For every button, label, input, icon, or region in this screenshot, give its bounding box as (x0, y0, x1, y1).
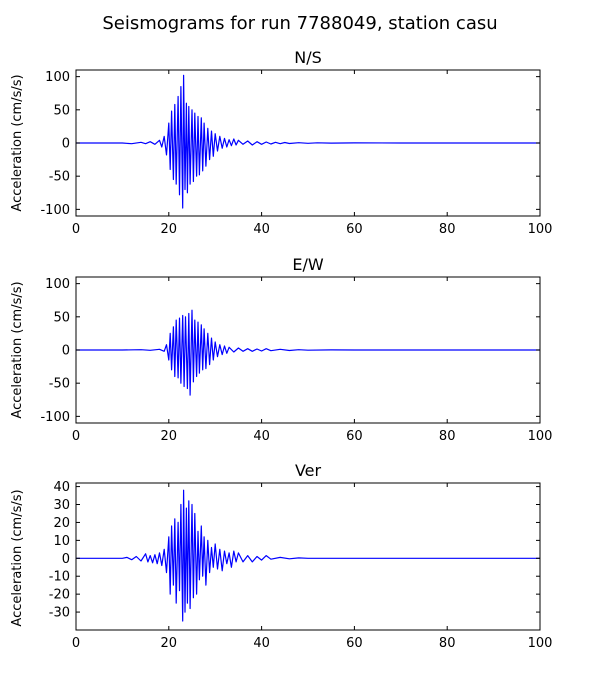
x-tick-label-ew: 0 (72, 429, 80, 444)
x-tick-label-ew: 20 (161, 429, 178, 444)
y-axis-label-ew: Acceleration (cm/s/s) (10, 281, 25, 418)
y-tick-label-ew: 0 (62, 344, 70, 359)
y-tick-label-ns: 100 (45, 70, 70, 85)
panel-ew: E/W Acceleration (cm/s/s) 0 20 40 60 80 100 100 5… (10, 255, 552, 444)
x-tick-label-ew: 60 (346, 429, 363, 444)
series-line-ver (76, 489, 540, 622)
y-tick-label-ver: 10 (53, 534, 70, 549)
x-tick-label-ver: 100 (528, 636, 553, 651)
axes-frame-ver (75, 482, 541, 631)
y-tick-label-ver: -30 (49, 606, 70, 621)
y-tick-label-ew: 100 (45, 277, 70, 292)
y-tick-label-ver: -20 (49, 588, 70, 603)
x-tick-label-ns: 60 (346, 222, 363, 237)
panel-ns: N/S Acceleration (cm/s/s) 0 20 40 60 80 100 100 5… (10, 48, 552, 237)
x-tick-label-ver: 60 (346, 636, 363, 651)
y-tick-label-ns: -50 (49, 170, 70, 185)
y-axis-label-ns: Acceleration (cm/s/s) (10, 74, 25, 211)
y-tick-label-ns: 50 (53, 103, 70, 118)
y-tick-label-ew: -50 (49, 377, 70, 392)
x-tick-label-ver: 20 (161, 636, 178, 651)
y-tick-label-ver: 30 (53, 498, 70, 513)
x-tick-label-ns: 20 (161, 222, 178, 237)
x-tick-label-ns: 80 (439, 222, 456, 237)
x-tick-label-ew: 40 (253, 429, 270, 444)
x-tick-label-ns: 40 (253, 222, 270, 237)
x-tick-label-ver: 40 (253, 636, 270, 651)
panel-title-ver: Ver (295, 461, 322, 480)
y-axis-label-ver: Acceleration (cm/s/s) (10, 489, 25, 626)
y-tick-label-ns: -100 (40, 203, 70, 218)
y-tick-label-ver: 20 (53, 516, 70, 531)
x-tick-label-ver: 0 (72, 636, 80, 651)
x-tick-label-ns: 100 (528, 222, 553, 237)
y-tick-label-ew: 50 (53, 310, 70, 325)
panel-title-ns: N/S (294, 48, 322, 67)
x-tick-label-ns: 0 (72, 222, 80, 237)
y-tick-label-ver: 40 (53, 480, 70, 495)
x-tick-label-ver: 80 (439, 636, 456, 651)
y-tick-label-ver: -10 (49, 570, 70, 585)
figure-title: Seismograms for run 7788049, station cas… (102, 13, 497, 34)
x-tick-label-ew: 80 (439, 429, 456, 444)
series-line-ns (76, 74, 540, 209)
y-tick-label-ew: -100 (40, 410, 70, 425)
y-tick-label-ver: 0 (62, 552, 70, 567)
y-tick-label-ns: 0 (62, 137, 70, 152)
panel-title-ew: E/W (292, 255, 324, 274)
x-tick-label-ew: 100 (528, 429, 553, 444)
series-line-ew (76, 309, 540, 396)
